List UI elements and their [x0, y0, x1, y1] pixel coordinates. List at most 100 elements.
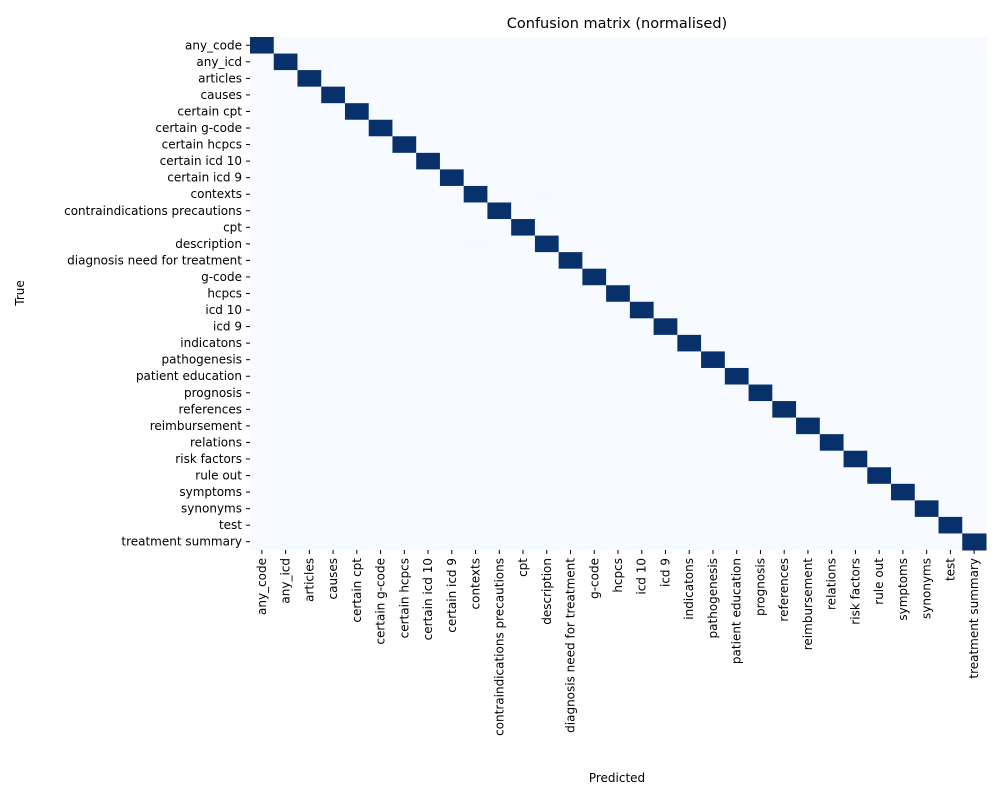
- heatmap-cell: [273, 500, 298, 518]
- heatmap-cell: [558, 252, 583, 270]
- heatmap-cell: [511, 285, 536, 303]
- heatmap-cell: [724, 533, 750, 551]
- heatmap-cell: [962, 152, 987, 170]
- heatmap-cell: [772, 533, 797, 551]
- heatmap-cell: [724, 185, 750, 203]
- heatmap-cell: [629, 185, 655, 203]
- heatmap-cell: [321, 467, 346, 485]
- heatmap-cell: [938, 252, 963, 270]
- x-tick-label: g-code: [587, 558, 601, 599]
- x-tick-label: contexts: [469, 558, 483, 609]
- heatmap-cell: [914, 483, 940, 501]
- heatmap-cell: [796, 103, 821, 121]
- heatmap-cell: [416, 268, 441, 286]
- heatmap-cell: [962, 384, 987, 402]
- heatmap-cell: [273, 185, 298, 203]
- heatmap-cell: [368, 483, 393, 501]
- heatmap-cell: [914, 136, 940, 154]
- heatmap-cell: [891, 185, 916, 203]
- heatmap-cell: [938, 202, 963, 220]
- heatmap-cell: [962, 103, 987, 121]
- heatmap-cell: [392, 467, 417, 485]
- heatmap-cell: [368, 334, 393, 352]
- heatmap-cell: [368, 37, 393, 55]
- heatmap-cell: [250, 351, 275, 369]
- heatmap-cell: [344, 516, 370, 534]
- chart-title: Confusion matrix (normalised): [507, 16, 727, 32]
- heatmap-cell: [772, 152, 797, 170]
- y-tick-label: icd 10: [205, 303, 242, 317]
- heatmap-cell: [819, 219, 845, 237]
- heatmap-cell: [843, 334, 868, 352]
- heatmap-cell: [914, 202, 940, 220]
- heatmap-cell: [250, 434, 275, 452]
- heatmap-cell: [962, 37, 987, 55]
- y-tick-label: symptoms: [179, 485, 242, 499]
- heatmap-cell: [938, 136, 963, 154]
- heatmap-cell: [416, 169, 441, 187]
- heatmap-cell: [819, 103, 845, 121]
- heatmap-cell: [416, 252, 441, 270]
- heatmap-cell: [321, 37, 346, 55]
- heatmap-cell: [368, 318, 393, 336]
- x-tick-label: articles: [302, 558, 316, 602]
- heatmap-cell: [392, 367, 417, 386]
- heatmap-cell: [938, 268, 963, 286]
- heatmap-cell: [511, 417, 536, 435]
- heatmap-cell: [392, 351, 417, 369]
- heatmap-cell: [891, 285, 916, 303]
- heatmap-cell: [368, 417, 393, 435]
- x-tick-label: contraindications precautions: [492, 558, 506, 736]
- heatmap-cell: [487, 334, 512, 352]
- heatmap-cell: [677, 70, 702, 88]
- heatmap-cell: [867, 334, 892, 352]
- heatmap-cell: [511, 301, 536, 319]
- heatmap-cell: [273, 86, 298, 104]
- heatmap-cell: [392, 417, 417, 435]
- heatmap-cell: [368, 268, 393, 286]
- heatmap-cell: [819, 351, 845, 369]
- heatmap-cell: [796, 467, 821, 485]
- heatmap-cell: [867, 285, 892, 303]
- heatmap-cell: [463, 152, 488, 170]
- heatmap-cell: [843, 103, 868, 121]
- heatmap-cell: [843, 37, 868, 55]
- heatmap-cell: [321, 86, 346, 104]
- heatmap-cell: [819, 285, 845, 303]
- heatmap-cell: [392, 70, 417, 88]
- heatmap-cell: [819, 384, 845, 402]
- heatmap-cell: [321, 401, 346, 419]
- heatmap-cell: [796, 169, 821, 187]
- heatmap-cell: [558, 202, 583, 220]
- heatmap-cell: [321, 268, 346, 286]
- heatmap-cell: [701, 37, 726, 55]
- heatmap-cell: [677, 450, 702, 468]
- heatmap-cell: [914, 434, 940, 452]
- heatmap-cell: [938, 516, 963, 534]
- heatmap-cell: [344, 136, 370, 154]
- heatmap-cell: [487, 434, 512, 452]
- x-tick-label: reimbursement: [801, 558, 815, 651]
- heatmap-cell: [677, 318, 702, 336]
- heatmap-cell: [962, 500, 987, 518]
- heatmap-cell: [701, 235, 726, 253]
- heatmap-cell: [748, 70, 773, 88]
- heatmap-cell: [582, 285, 607, 303]
- heatmap-cell: [653, 235, 678, 253]
- heatmap-cell: [796, 268, 821, 286]
- heatmap-cell: [891, 384, 916, 402]
- heatmap-cell: [748, 252, 773, 270]
- heatmap-cell: [867, 37, 892, 55]
- heatmap-cell: [724, 334, 750, 352]
- heatmap-cell: [629, 252, 655, 270]
- x-tick-label: description: [540, 558, 554, 625]
- heatmap-cell: [297, 53, 322, 71]
- heatmap-cell: [891, 70, 916, 88]
- heatmap-cell: [748, 367, 773, 386]
- heatmap-cell: [416, 351, 441, 369]
- heatmap-cell: [843, 516, 868, 534]
- heatmap-cell: [606, 417, 631, 435]
- heatmap-cell: [321, 202, 346, 220]
- heatmap-cell: [582, 533, 607, 551]
